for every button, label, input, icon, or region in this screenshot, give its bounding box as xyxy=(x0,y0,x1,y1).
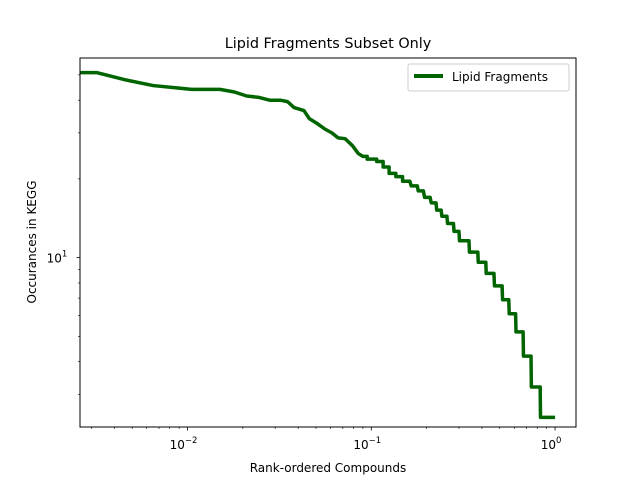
legend-label-lipid-fragments: Lipid Fragments xyxy=(452,70,548,84)
x-tick-label: 10−2 xyxy=(170,436,198,452)
x-tick-label: 10−1 xyxy=(353,436,381,452)
legend: Lipid Fragments xyxy=(407,63,570,92)
y-tick-label: 101 xyxy=(47,250,68,266)
series-line-lipid-fragments xyxy=(80,70,556,420)
ticks-layer: 10−2 10−1 100 101 xyxy=(47,74,562,452)
plot-frame xyxy=(79,57,577,428)
chart-title: Lipid Fragments Subset Only xyxy=(225,36,432,52)
y-axis-label: Occurances in KEGG xyxy=(25,181,39,304)
x-tick-label: 100 xyxy=(541,436,562,452)
x-axis-label: Rank-ordered Compounds xyxy=(250,461,407,475)
plot-area xyxy=(80,58,576,427)
legend-box xyxy=(407,63,570,92)
series-layer xyxy=(80,70,556,420)
